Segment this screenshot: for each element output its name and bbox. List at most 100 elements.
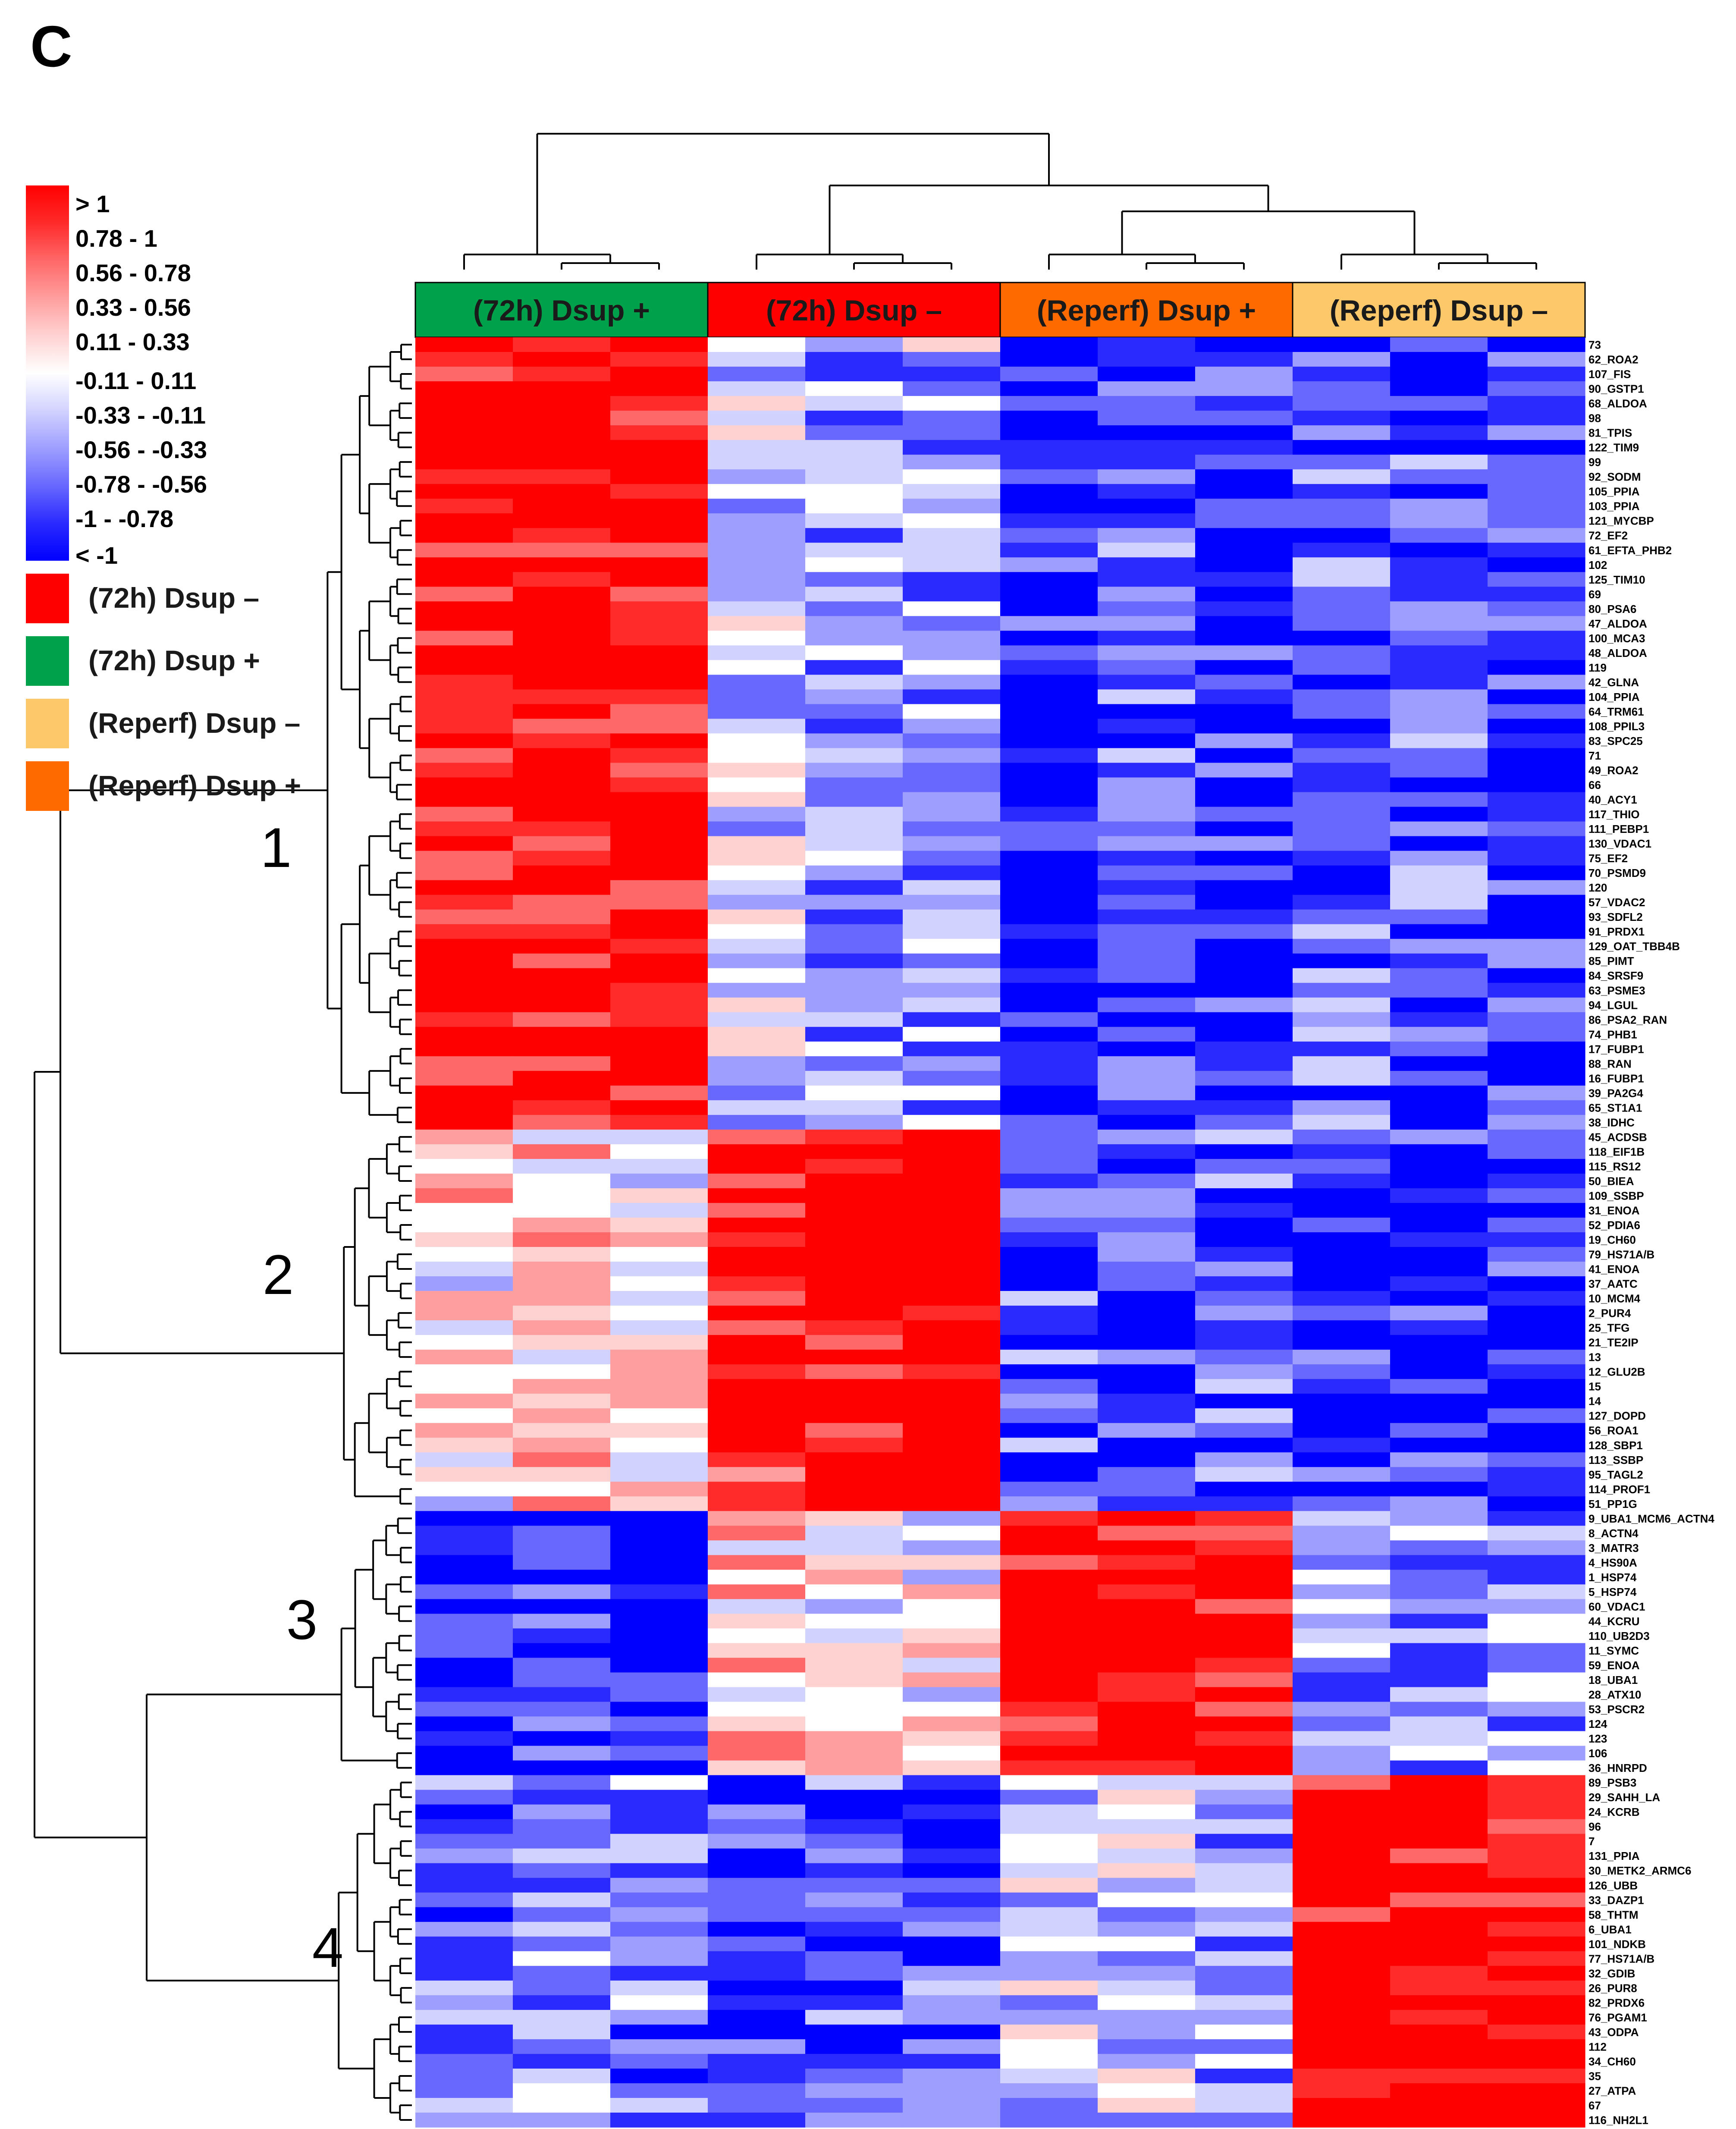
row-label: 34_CH60 bbox=[1588, 2055, 1636, 2068]
heatmap-cell bbox=[1098, 1936, 1196, 1952]
heatmap-cell bbox=[1293, 557, 1391, 572]
heatmap-cell bbox=[903, 1878, 1001, 1893]
heatmap-cell bbox=[513, 1276, 611, 1291]
heatmap-cell bbox=[610, 1159, 708, 1174]
heatmap-cell bbox=[610, 2112, 708, 2128]
row-label: 6_UBA1 bbox=[1588, 1923, 1632, 1936]
row-label: 2_PUR4 bbox=[1588, 1307, 1631, 1320]
heatmap-cell bbox=[1000, 2098, 1098, 2113]
heatmap-cell bbox=[610, 1188, 708, 1203]
row-label: 58_THTM bbox=[1588, 1908, 1639, 1921]
heatmap-cell bbox=[1293, 1276, 1391, 1291]
heatmap-cell bbox=[1195, 675, 1293, 690]
heatmap-cell bbox=[805, 689, 903, 705]
row-label: 93_SDFL2 bbox=[1588, 911, 1643, 923]
heatmap-cell bbox=[1098, 499, 1196, 514]
legend-group-label: (72h) Dsup + bbox=[88, 644, 260, 676]
heatmap-cell bbox=[1195, 1892, 1293, 1908]
row-label: 5_HSP74 bbox=[1588, 1586, 1637, 1598]
heatmap-cell bbox=[1098, 1966, 1196, 1981]
heatmap-cell bbox=[1390, 719, 1488, 734]
heatmap-cell bbox=[903, 1907, 1001, 1922]
heatmap-cell bbox=[1488, 1291, 1585, 1306]
heatmap-cell bbox=[1195, 411, 1293, 426]
heatmap-cell bbox=[415, 1364, 513, 1379]
heatmap-cell bbox=[610, 1379, 708, 1394]
heatmap-cell bbox=[415, 587, 513, 602]
heatmap-cell bbox=[1390, 1129, 1488, 1145]
heatmap-cell bbox=[415, 2068, 513, 2084]
heatmap-cell bbox=[903, 1702, 1001, 1717]
row-label: 108_PPIL3 bbox=[1588, 720, 1645, 733]
heatmap-cell bbox=[1195, 895, 1293, 910]
heatmap-cell bbox=[513, 2054, 611, 2069]
row-label: 10_MCM4 bbox=[1588, 1292, 1640, 1305]
heatmap-cell bbox=[1488, 440, 1585, 455]
heatmap-cell bbox=[1390, 1599, 1488, 1614]
heatmap-cell bbox=[513, 895, 611, 910]
row-label: 113_SSBP bbox=[1588, 1454, 1643, 1466]
heatmap-cell bbox=[1390, 1012, 1488, 1027]
heatmap-cell bbox=[1000, 1115, 1098, 1130]
heatmap-cell bbox=[1390, 2083, 1488, 2098]
heatmap-cell bbox=[1000, 1922, 1098, 1937]
heatmap-cell bbox=[1293, 1379, 1391, 1394]
heatmap-cell bbox=[513, 616, 611, 631]
row-label: 99 bbox=[1588, 456, 1601, 469]
heatmap-cell bbox=[415, 1731, 513, 1746]
heatmap-cell bbox=[1488, 411, 1585, 426]
heatmap-cell bbox=[513, 455, 611, 470]
cluster-label: 1 bbox=[261, 816, 292, 879]
heatmap-cell bbox=[1293, 1819, 1391, 1834]
heatmap-cell bbox=[1293, 997, 1391, 1013]
heatmap-cell bbox=[1000, 631, 1098, 646]
heatmap-cell bbox=[415, 1775, 513, 1790]
heatmap-cell bbox=[1293, 1951, 1391, 1966]
heatmap-cell bbox=[1488, 1599, 1585, 1614]
row-label: 114_PROF1 bbox=[1588, 1483, 1650, 1496]
heatmap-cell bbox=[708, 557, 806, 572]
heatmap-cell bbox=[1195, 1702, 1293, 1717]
heatmap-cell bbox=[1195, 1614, 1293, 1629]
heatmap-cell bbox=[805, 2024, 903, 2040]
heatmap-cell bbox=[1098, 1702, 1196, 1717]
heatmap-cell bbox=[1195, 1804, 1293, 1820]
heatmap-cell bbox=[708, 1129, 806, 1145]
heatmap-cell bbox=[415, 821, 513, 837]
heatmap-cell bbox=[1390, 1203, 1488, 1218]
heatmap-cell bbox=[805, 1012, 903, 1027]
heatmap-cell bbox=[1098, 865, 1196, 881]
heatmap-cell bbox=[610, 411, 708, 426]
heatmap-cell bbox=[805, 1041, 903, 1057]
heatmap-cell bbox=[513, 1687, 611, 1702]
heatmap-cell bbox=[1000, 1467, 1098, 1482]
heatmap-cell bbox=[1488, 924, 1585, 939]
heatmap-cell bbox=[708, 1188, 806, 1203]
heatmap-cell bbox=[1195, 645, 1293, 660]
heatmap-cell bbox=[1488, 719, 1585, 734]
heatmap-cell bbox=[1390, 1760, 1488, 1776]
heatmap-cell bbox=[513, 1159, 611, 1174]
heatmap-cell bbox=[513, 836, 611, 851]
heatmap-cell bbox=[1390, 675, 1488, 690]
heatmap-cell bbox=[415, 1790, 513, 1805]
heatmap-cell bbox=[805, 1628, 903, 1644]
heatmap-cell bbox=[805, 1834, 903, 1849]
legend-swatch bbox=[26, 761, 69, 811]
row-label: 119 bbox=[1588, 661, 1607, 674]
heatmap-cell bbox=[708, 572, 806, 587]
heatmap-cell bbox=[513, 1951, 611, 1966]
heatmap-cell bbox=[1390, 733, 1488, 749]
heatmap-cell bbox=[1098, 572, 1196, 587]
heatmap-cell bbox=[1195, 352, 1293, 367]
heatmap-cell bbox=[1195, 997, 1293, 1013]
heatmap-cell bbox=[610, 1746, 708, 1761]
heatmap-cell bbox=[1390, 1834, 1488, 1849]
heatmap-cell bbox=[1293, 821, 1391, 837]
row-label: 1_HSP74 bbox=[1588, 1571, 1637, 1584]
heatmap-cell bbox=[610, 675, 708, 690]
heatmap-cell bbox=[1195, 396, 1293, 411]
heatmap-cell bbox=[1488, 2068, 1585, 2084]
heatmap-cell bbox=[1195, 689, 1293, 705]
